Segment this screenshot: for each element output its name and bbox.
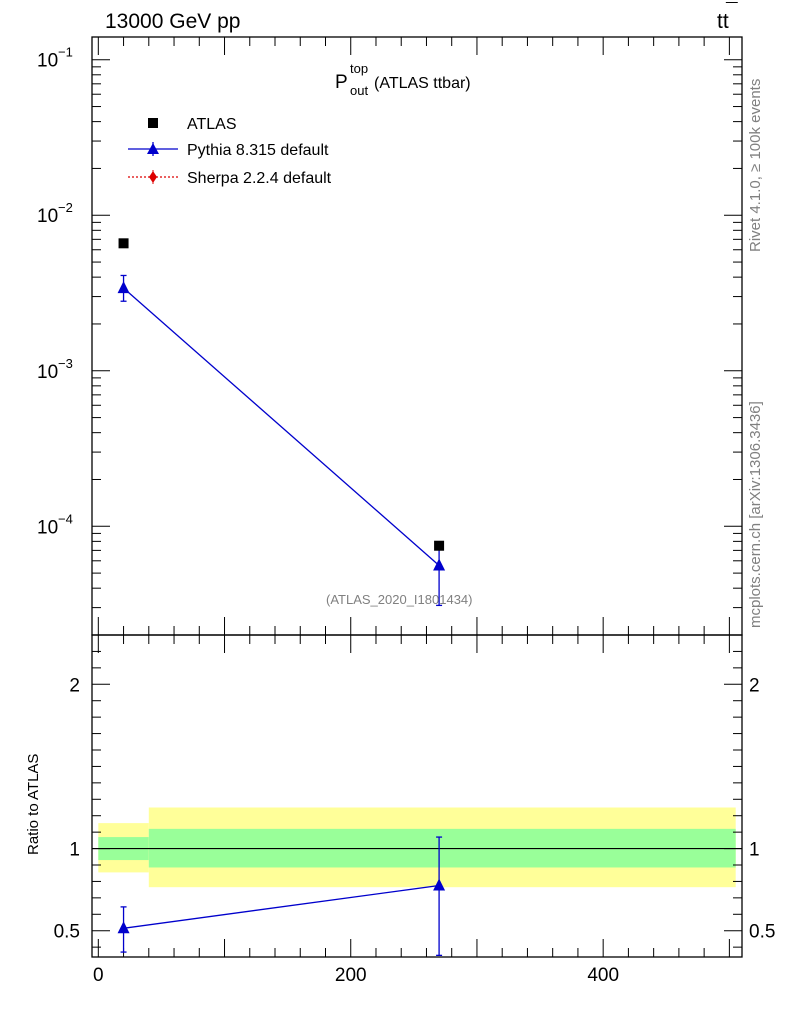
main-ytick-label: 10 −2	[37, 200, 73, 227]
legend: ATLAS Pythia 8.315 default Sherpa 2.2.4 …	[128, 116, 332, 187]
ratio-bands	[92, 807, 742, 888]
ratio-ytick-label: 1	[69, 840, 80, 861]
pythia-line	[123, 287, 440, 566]
ratio-frame	[91, 634, 743, 958]
main-series	[117, 238, 446, 607]
ratio-pythia-marker	[117, 921, 130, 934]
main-ytick-label: 10 −4	[37, 511, 73, 538]
main-ytick-label: 10 −3	[37, 356, 73, 383]
pythia-marker	[433, 558, 446, 571]
main-ytick-base: 10	[37, 51, 58, 72]
legend-label-atlas: ATLAS	[187, 116, 237, 133]
main-ytick-base: 10	[37, 362, 58, 383]
title-superscript: top	[350, 61, 368, 76]
ratio-series	[117, 836, 446, 957]
legend-marker-atlas	[148, 118, 158, 128]
ratio-ytick-label-right: 0.5	[749, 922, 775, 943]
ratio-ytick-label: 0.5	[54, 922, 80, 943]
ratio-xtick-label: 400	[587, 965, 619, 986]
title-rest: (ATLAS ttbar)	[374, 75, 471, 92]
main-ytick-exp: −1	[58, 45, 73, 60]
legend-marker-sherpa	[149, 171, 157, 183]
mcplots-label: mcplots.cern.ch [arXiv:1306.3436]	[747, 401, 764, 628]
pythia-marker	[117, 281, 130, 294]
ratio-pythia-line	[123, 884, 440, 929]
title-subscript: out	[350, 83, 368, 98]
main-ticks: 10−110−210−310−4	[37, 37, 742, 636]
main-ytick-base: 10	[37, 517, 58, 538]
ratio-xtick-label: 200	[335, 965, 367, 986]
ratio-xtick-label: 0	[93, 965, 104, 986]
ratio-panel: 2 2 1 1 0.5 0.5 0 200 400 Ratio to ATLAS	[25, 634, 775, 986]
analysis-watermark: (ATLAS_2020_I1801434)	[326, 592, 472, 607]
ratio-ticks: 2 2 1 1 0.5 0.5 0 200 400	[54, 635, 775, 986]
ratio-ytick-label-right: 1	[749, 840, 760, 861]
ratio-pythia-marker	[433, 878, 446, 891]
main-ytick-label: 10 −1	[37, 45, 73, 72]
main-panel: 10−110−210−310−4 P top out (ATLAS ttbar)…	[37, 36, 743, 636]
legend-marker-pythia	[147, 143, 159, 154]
ratio-ytick-label-right: 2	[749, 675, 760, 696]
header-process-bar: ¯	[725, 0, 738, 23]
plot-title: P top out (ATLAS ttbar)	[335, 61, 471, 98]
ratio-ylabel: Ratio to ATLAS	[25, 754, 42, 855]
main-ytick-exp: −3	[58, 356, 73, 371]
main-ytick-exp: −2	[58, 200, 73, 215]
ratio-ytick-label: 2	[69, 675, 80, 696]
rivet-version-label: Rivet 4.1.0, ≥ 100k events	[747, 79, 764, 252]
header-energy-label: 13000 GeV pp	[105, 10, 240, 33]
atlas-marker	[434, 540, 445, 551]
main-ytick-exp: −4	[58, 511, 73, 526]
atlas-marker	[118, 238, 129, 249]
legend-label-pythia: Pythia 8.315 default	[187, 142, 329, 159]
main-ytick-base: 10	[37, 206, 58, 227]
header-process-label: tt	[717, 10, 729, 33]
title-main: P	[335, 72, 348, 93]
legend-label-sherpa: Sherpa 2.2.4 default	[187, 170, 332, 187]
